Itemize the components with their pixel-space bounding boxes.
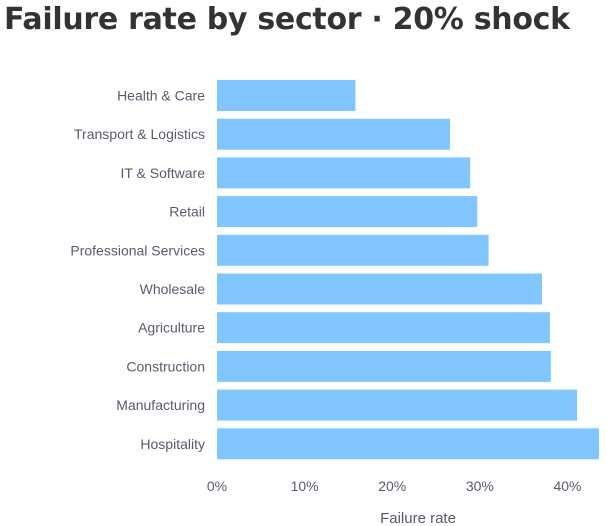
x-tick-labels: 0% 10% 20% 30% 40% [207, 478, 582, 494]
category-labels: Health & Care Transport & Logistics IT & S… [70, 88, 205, 452]
category-label: IT & Software [120, 165, 205, 181]
x-tick-label: 0% [207, 478, 227, 494]
bar-agriculture [217, 312, 550, 344]
x-tick-label: 30% [466, 478, 494, 494]
category-label: Professional Services [70, 242, 205, 258]
category-label: Construction [126, 358, 205, 374]
x-tick-label: 20% [378, 478, 406, 494]
bar-hospitality [217, 428, 599, 460]
bar-transport-logistics [217, 118, 451, 150]
bar-professional-services [217, 234, 489, 266]
bars-group [217, 80, 599, 460]
category-label: Transport & Logistics [74, 126, 205, 142]
bar-construction [217, 350, 551, 382]
category-label: Manufacturing [116, 397, 205, 413]
bar-manufacturing [217, 389, 578, 421]
category-label: Health & Care [117, 88, 205, 104]
bar-wholesale [217, 273, 543, 305]
category-label: Retail [169, 204, 205, 220]
category-label: Agriculture [138, 320, 205, 336]
x-tick-label: 10% [291, 478, 319, 494]
x-axis-title: Failure rate [380, 510, 456, 526]
bar-retail [217, 196, 478, 228]
chart-title: Failure rate by sector · 20% shock [4, 2, 570, 37]
x-tick-label: 40% [553, 478, 581, 494]
category-label: Wholesale [140, 281, 206, 297]
bar-it-software [217, 157, 471, 189]
bar-health-care [217, 80, 356, 111]
category-label: Hospitality [140, 436, 205, 452]
